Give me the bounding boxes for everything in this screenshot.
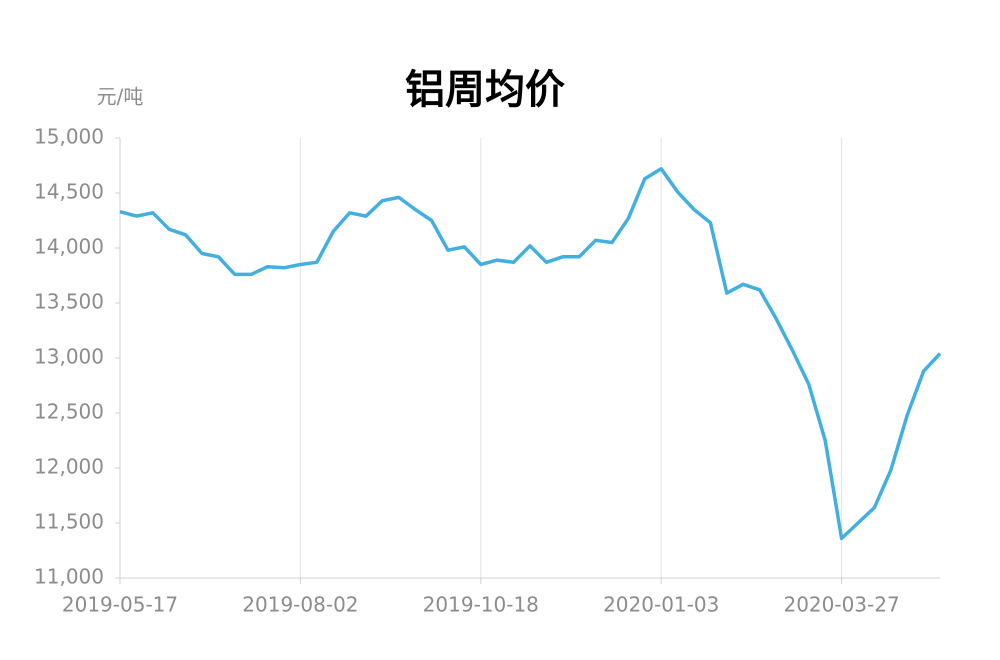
y-axis-unit: 元/吨 bbox=[97, 85, 144, 109]
y-tick-label: 15,000 bbox=[34, 125, 104, 149]
x-tick-label: 2020-03-27 bbox=[783, 593, 899, 617]
y-tick-label: 12,000 bbox=[34, 455, 104, 479]
y-tick-label: 13,500 bbox=[34, 290, 104, 314]
data-line bbox=[119, 167, 942, 541]
chart-title: 铝周均价 bbox=[405, 67, 565, 113]
y-tick-label: 11,500 bbox=[34, 510, 104, 534]
x-tick-label: 2019-05-17 bbox=[62, 593, 178, 617]
x-tick-label: 2019-10-18 bbox=[423, 593, 539, 617]
x-tick-label: 2020-01-03 bbox=[603, 593, 719, 617]
y-tick-label: 14,000 bbox=[34, 235, 104, 259]
x-tick-label: 2019-08-02 bbox=[242, 593, 358, 617]
y-tick-label: 13,000 bbox=[34, 345, 104, 369]
y-tick-label: 11,000 bbox=[34, 565, 104, 589]
y-tick-label: 12,500 bbox=[34, 400, 104, 424]
y-tick-label: 14,500 bbox=[34, 180, 104, 204]
